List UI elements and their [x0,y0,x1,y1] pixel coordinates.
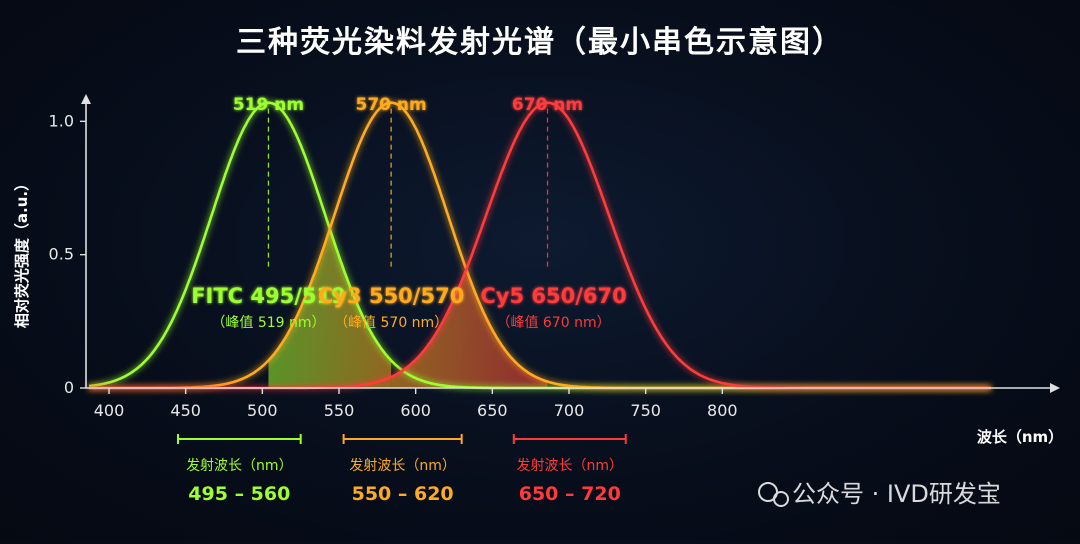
y-axis-title: 相对荧光强度（a.u.） [13,176,31,328]
dye-label-fitc: FITC 495/519 [191,284,346,308]
peak-label-fitc: 519 nm [233,95,304,115]
watermark-text: 公众号 · IVD研发宝 [792,480,1001,508]
dye-sublabel-cy5: （峰值 670 nm） [496,315,610,331]
range-title-cy5: 发射波长（nm） [517,458,624,474]
y-tick-label: 1.0 [49,111,74,130]
dye-label-cy5: Cy5 650/670 [480,284,626,308]
dye-sublabel-cy3: （峰值 570 nm） [334,315,448,331]
series-line-cy5 [89,101,991,390]
series-line-cy3 [89,101,991,390]
emission-ranges: 发射波长（nm） 495 – 560 发射波长（nm） 550 – 620 发射波长（n… [177,434,627,505]
series-line-fitc [88,101,991,390]
x-tick-label: 500 [247,401,278,420]
x-tick-label: 650 [477,401,508,420]
chart-title: 三种荧光染料发射光谱（最小串色示意图） [236,25,844,60]
x-axis-arrow-icon [1050,383,1060,393]
wechat-icon-bubble [773,491,789,507]
overlap-fill-cy3-cy5 [391,269,548,388]
range-value-cy5: 650 – 720 [519,483,621,505]
dye-sublabel-fitc: （峰值 519 nm） [211,315,325,331]
overlap-fill-fitc-cy3 [268,228,392,388]
series-curves [88,101,991,390]
range-value-fitc: 495 – 560 [188,483,290,505]
series-annotations: 519 nm FITC 495/519 （峰值 519 nm） 570 nm Cy3 5… [191,95,627,331]
dye-label-cy3: Cy3 550/570 [318,284,464,308]
x-axis-title: 波长（nm） [977,428,1063,446]
range-title-cy3: 发射波长（nm） [349,458,456,474]
y-tick-label: 0 [64,378,74,397]
x-tick-label: 800 [707,401,738,420]
range-title-fitc: 发射波长（nm） [186,458,293,474]
y-ticks: 0 0.5 1.0 [49,111,86,397]
x-tick-label: 600 [400,401,431,420]
x-tick-label: 550 [324,401,355,420]
x-tick-label: 450 [170,401,201,420]
x-tick-label: 700 [554,401,585,420]
range-value-cy3: 550 – 620 [352,483,454,505]
watermark: 公众号 · IVD研发宝 [758,480,1001,508]
x-tick-label: 750 [630,401,661,420]
x-ticks: 400 450 500 550 600 650 700 750 800 [94,388,738,420]
y-axis-arrow-icon [81,94,91,104]
wechat-icon [758,482,778,502]
overlap-fills [268,228,548,388]
peak-label-cy5: 670 nm [512,95,583,115]
y-tick-label: 0.5 [49,245,74,264]
x-tick-label: 400 [94,401,125,420]
peak-label-cy3: 570 nm [356,95,427,115]
